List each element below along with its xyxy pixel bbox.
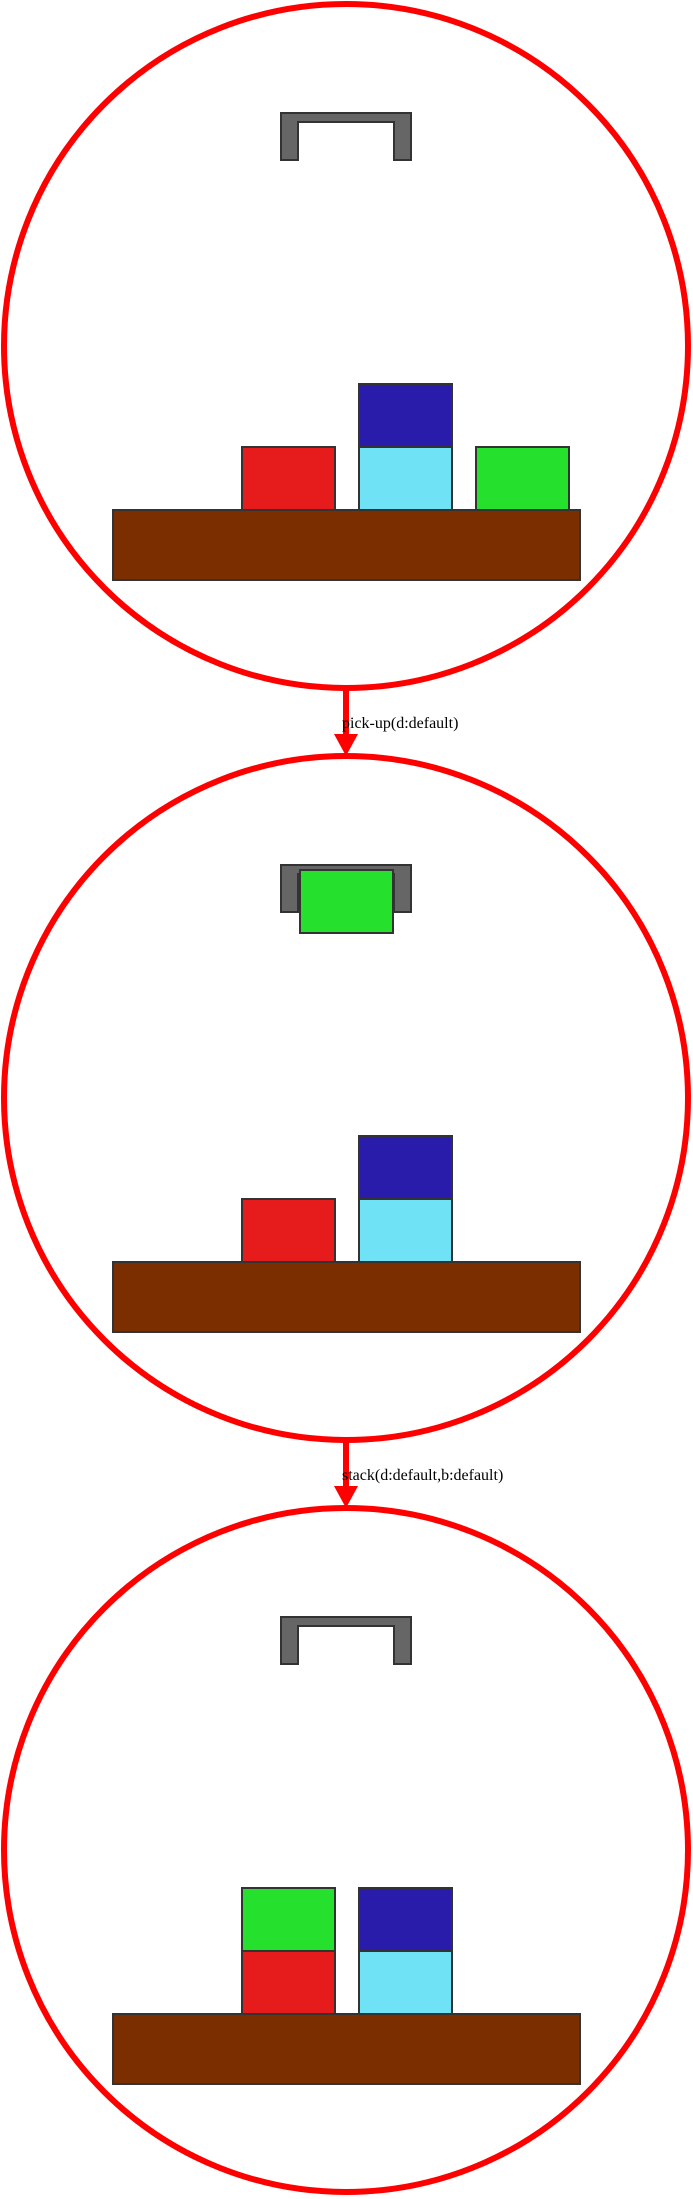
block-cyan xyxy=(358,1198,453,1263)
arrow-head-icon xyxy=(334,734,358,756)
block-red xyxy=(241,1950,336,2015)
table xyxy=(112,2013,581,2085)
block-navy xyxy=(358,1135,453,1200)
block-navy xyxy=(358,383,453,448)
state-circle xyxy=(1,1505,691,2195)
state-circle xyxy=(1,1,691,691)
state-node xyxy=(1,1505,691,2195)
action-label-pick-up: pick-up(d:default) xyxy=(342,715,458,732)
block-navy xyxy=(358,1887,453,1952)
state-node xyxy=(1,1,691,691)
table xyxy=(112,509,581,581)
gripper-icon xyxy=(280,112,412,161)
gripper-icon xyxy=(280,1616,412,1665)
state-circle xyxy=(1,753,691,1443)
transition-arrows xyxy=(334,688,358,1508)
table xyxy=(112,1261,581,1333)
block-green xyxy=(475,446,570,511)
block-red xyxy=(241,446,336,511)
arrow-head-icon xyxy=(334,1486,358,1508)
block-cyan xyxy=(358,446,453,511)
action-labels: pick-up(d:default) stack(d:default,b:def… xyxy=(342,715,503,1484)
action-label-stack: stack(d:default,b:default) xyxy=(342,1467,503,1484)
held-block-green xyxy=(299,869,394,934)
block-cyan xyxy=(358,1950,453,2015)
block-red xyxy=(241,1198,336,1263)
block-green xyxy=(241,1887,336,1952)
state-node xyxy=(1,753,691,1443)
